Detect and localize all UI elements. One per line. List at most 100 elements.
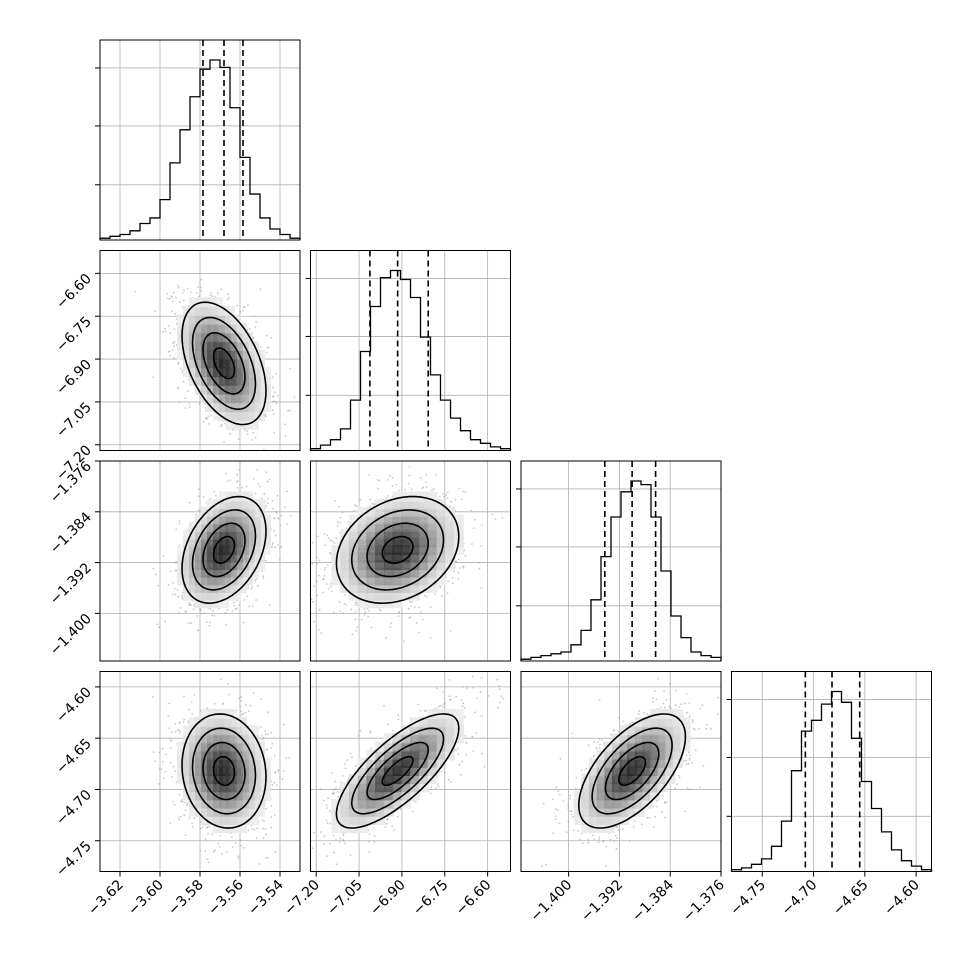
scatter-point <box>480 545 482 547</box>
scatter-point <box>236 487 239 489</box>
density-cell <box>183 560 193 571</box>
scatter-point <box>179 301 182 304</box>
density-cell <box>225 393 235 404</box>
hist-panel-3 <box>726 671 933 872</box>
density-cell <box>225 491 235 502</box>
density-cell <box>189 358 199 369</box>
density-cell <box>410 522 421 532</box>
scatter-point <box>188 501 191 504</box>
scatter-point <box>211 609 214 612</box>
scatter-point <box>252 432 255 434</box>
density-cell <box>213 393 223 404</box>
scatter-point <box>188 601 191 604</box>
density-cell <box>401 506 412 517</box>
scatter-point <box>197 629 199 631</box>
scatter-point <box>174 593 177 596</box>
scatter-point <box>389 474 391 477</box>
contour-line <box>191 316 257 411</box>
density-cell <box>219 499 229 510</box>
density-cell <box>189 323 199 334</box>
scatter-point <box>363 614 366 616</box>
scatter-point <box>229 432 232 435</box>
scatter-point <box>329 539 332 542</box>
density-cell <box>189 583 199 593</box>
density-cell <box>195 529 205 540</box>
scatter-point <box>231 610 234 613</box>
density-cell <box>418 567 429 578</box>
scatter-point <box>253 478 255 480</box>
scatter-point <box>342 612 344 614</box>
density-cell <box>213 522 223 532</box>
scatter-point <box>171 310 173 313</box>
scatter-point <box>244 429 247 432</box>
scatter-point <box>320 632 323 635</box>
scatter-point <box>220 424 223 426</box>
scatter-point <box>331 590 333 593</box>
density-cell <box>207 323 217 334</box>
scatter-point <box>272 507 274 510</box>
density-cell <box>207 506 217 517</box>
scatter-point <box>152 568 155 570</box>
density-cell <box>392 499 403 510</box>
scatter-point <box>318 609 321 611</box>
histogram-1 <box>309 269 512 451</box>
scatter-point <box>236 473 239 476</box>
scatter-point <box>443 495 445 498</box>
density-cell <box>231 375 241 386</box>
scatter-point <box>480 524 483 527</box>
scatter-point <box>236 480 239 482</box>
scatter-point <box>311 600 314 603</box>
scatter-point <box>350 608 352 611</box>
density-cell <box>207 499 217 510</box>
density-cell <box>213 402 223 413</box>
density-cell <box>243 491 253 502</box>
contour-line <box>212 347 236 380</box>
scatter-point <box>275 402 278 405</box>
density-cell <box>366 529 377 540</box>
scatter-point <box>260 497 263 500</box>
scatter-point <box>251 439 254 441</box>
density-cell <box>207 514 217 525</box>
density-cell <box>401 575 412 586</box>
scatter-point <box>220 678 222 681</box>
density-cell <box>207 583 217 593</box>
density-cell <box>383 560 394 571</box>
density-cell <box>189 575 199 586</box>
density-cell <box>383 529 394 540</box>
scatter-point <box>371 502 373 505</box>
density-cell <box>177 544 187 555</box>
density-cell <box>392 529 403 540</box>
scatter-point <box>217 292 219 295</box>
scatter-point <box>181 292 184 294</box>
scatter-point <box>457 578 460 580</box>
density-cell <box>231 332 241 343</box>
density-cell <box>427 544 438 555</box>
scatter-point <box>198 509 200 512</box>
density-cell <box>331 544 342 555</box>
density-cell <box>183 332 193 343</box>
scatter-point <box>241 486 243 489</box>
density-cell <box>357 575 368 586</box>
scatter-point <box>173 345 176 348</box>
density-cell <box>357 598 368 609</box>
scatter-point <box>267 497 269 500</box>
scatter-point <box>324 544 327 547</box>
density-cell <box>195 552 205 563</box>
density-cell <box>219 367 229 378</box>
scatter-point <box>253 468 255 470</box>
scatter-point <box>425 481 427 483</box>
scatter-point <box>441 595 443 597</box>
density-cell <box>340 544 351 555</box>
density-cell <box>213 567 223 578</box>
density-cell <box>219 590 229 601</box>
scatter-point <box>472 527 475 530</box>
density-cell <box>255 522 265 532</box>
scatter-point <box>220 288 223 290</box>
density-cell <box>183 583 193 593</box>
scatter-point <box>206 621 208 623</box>
scatter-point <box>274 391 276 394</box>
scatter-point <box>329 585 332 588</box>
density-cell <box>383 514 394 525</box>
density-cell <box>357 567 368 578</box>
scatter-point <box>184 407 187 409</box>
